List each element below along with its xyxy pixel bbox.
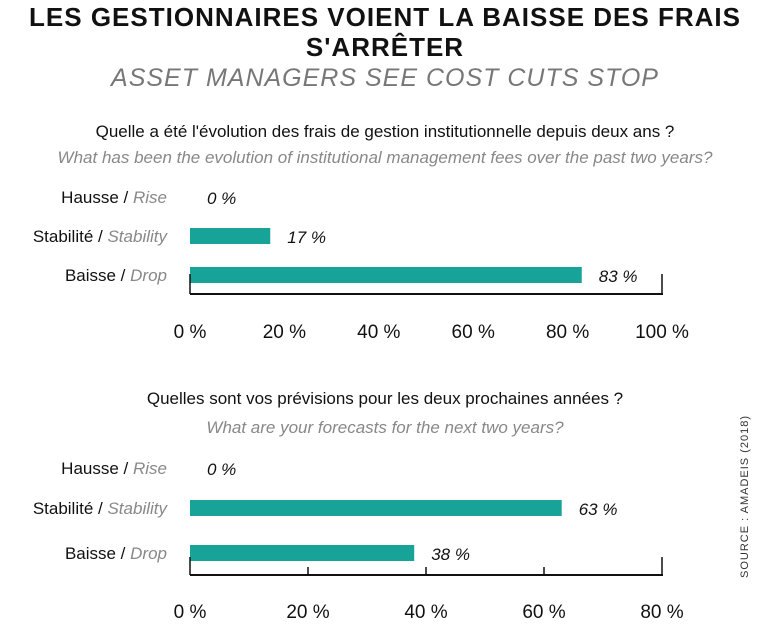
x-tick-label: 0 % <box>174 322 207 343</box>
x-tick-label: 80 % <box>546 322 589 343</box>
question-en: What are your forecasts for the next two… <box>206 418 564 437</box>
category-label: Stabilité / Stability <box>33 499 169 518</box>
data-label: 38 % <box>431 545 470 564</box>
x-tick-label: 40 % <box>357 322 400 343</box>
x-tick-label: 40 % <box>404 602 447 623</box>
bar <box>190 545 415 561</box>
category-label: Stabilité / Stability <box>33 227 169 246</box>
x-tick-label: 100 % <box>635 322 689 343</box>
source-note: SOURCE : AMADEIS (2018) <box>739 415 751 578</box>
chart-title: LES GESTIONNAIRES VOIENT LA BAISSE DES F… <box>29 2 741 62</box>
question-fr: Quelles sont vos prévisions pour les deu… <box>147 389 623 408</box>
data-label: 83 % <box>599 267 638 286</box>
x-tick-label: 60 % <box>522 602 565 623</box>
x-tick-label: 0 % <box>174 602 207 623</box>
category-label: Baisse / Drop <box>65 544 167 563</box>
data-label: 0 % <box>207 189 236 208</box>
bar <box>190 267 582 283</box>
question-en: What has been the evolution of instituti… <box>58 148 713 167</box>
category-label: Baisse / Drop <box>65 266 167 285</box>
x-tick-label: 60 % <box>452 322 495 343</box>
data-label: 17 % <box>287 228 326 247</box>
x-tick-label: 20 % <box>286 602 329 623</box>
question-fr: Quelle a été l'évolution des frais de ge… <box>96 122 675 141</box>
category-label: Hausse / Rise <box>61 459 167 478</box>
chart-title-english: ASSET MANAGERS SEE COST CUTS STOP <box>111 64 659 92</box>
bar <box>190 228 271 244</box>
x-tick-label: 80 % <box>640 602 683 623</box>
category-label: Hausse / Rise <box>61 188 167 207</box>
data-label: 63 % <box>579 500 618 519</box>
bar <box>190 500 562 516</box>
data-label: 0 % <box>207 460 236 479</box>
x-tick-label: 20 % <box>263 322 306 343</box>
